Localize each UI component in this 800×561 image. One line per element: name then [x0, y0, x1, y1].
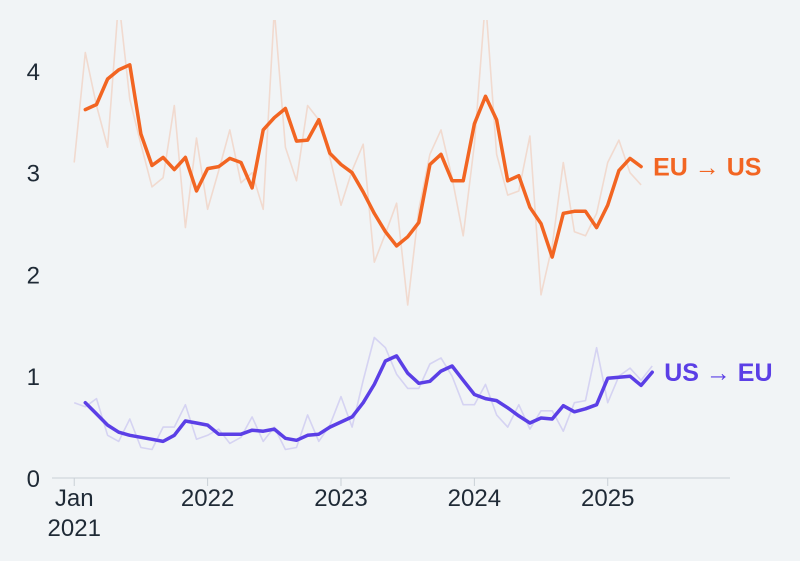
series-eu-to-us-monthly-line [73, 20, 642, 306]
monthly-lines [73, 20, 653, 451]
x-tick-label: 2022 [181, 485, 234, 512]
series-eu-to-us-trend-line [83, 63, 643, 259]
y-tick-label: 4 [27, 59, 40, 86]
x-tick-label: 2024 [448, 485, 501, 512]
series-us-to-eu-trend-line [83, 354, 654, 444]
trend-lines [83, 63, 654, 444]
series-labels: EU → US US → EU [653, 154, 772, 388]
y-axis: 0 1 2 3 4 [27, 59, 40, 493]
series-us-to-eu-monthly-line [73, 336, 653, 451]
x-tick-sublabel: 2021 [48, 515, 101, 542]
x-tick-label: Jan [55, 485, 94, 512]
x-axis: Jan 2021 2022 2023 2024 2025 [48, 478, 634, 542]
y-tick-label: 2 [27, 262, 40, 289]
y-tick-label: 0 [27, 466, 40, 493]
y-tick-label: 3 [27, 161, 40, 188]
x-tick-label: 2025 [581, 485, 634, 512]
series-label-eu-to-us: EU → US [653, 154, 761, 182]
series-label-us-to-eu: US → EU [664, 359, 772, 387]
y-tick-label: 1 [27, 364, 40, 391]
x-tick-label: 2023 [314, 485, 367, 512]
